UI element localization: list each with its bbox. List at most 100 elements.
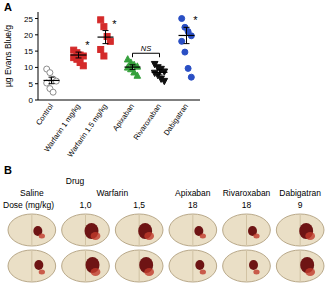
error-cap [184, 27, 190, 28]
error-bar [184, 27, 190, 43]
error-cap [130, 69, 136, 70]
hemorrhage-rim [91, 232, 101, 240]
brain-section [223, 214, 271, 246]
significance-star: * [193, 14, 198, 26]
data-point [179, 16, 185, 22]
hemorrhage [195, 260, 204, 270]
midline [31, 215, 32, 245]
error-bar [130, 65, 136, 70]
y-tick [35, 100, 38, 101]
dose: 18 [188, 200, 198, 210]
data-point [134, 63, 141, 69]
hemorrhage-rim [200, 270, 206, 275]
x-axis [38, 100, 200, 101]
error-cap [49, 77, 55, 78]
section-outline [8, 214, 56, 246]
drug-name: Warfarin [96, 188, 128, 198]
error-cap [184, 43, 190, 44]
data-point [98, 46, 104, 52]
midline [192, 215, 193, 245]
brain-section [276, 214, 324, 246]
error-bar [103, 31, 109, 44]
error-cap [103, 43, 109, 44]
hemorrhage-rim [200, 234, 206, 239]
error-stem [105, 31, 106, 44]
section-outline [115, 250, 163, 282]
section-outline [62, 214, 110, 246]
hemorrhage [34, 260, 43, 270]
section-outline [169, 214, 217, 246]
section-outline [223, 214, 271, 246]
brain-section [169, 214, 217, 246]
drug-name: Rivaroxaban [223, 188, 271, 198]
section-outline [62, 250, 110, 282]
brain-section [62, 250, 110, 282]
error-bar [49, 77, 55, 84]
row-header: Dose (mg/kg) [3, 200, 54, 210]
data-point [50, 89, 56, 95]
data-point [188, 74, 194, 80]
hemorrhage-rim [253, 234, 259, 239]
dose: 1,5 [133, 200, 145, 210]
bracket-label: NS [141, 44, 151, 53]
brain-section [8, 214, 56, 246]
data-point [134, 72, 141, 78]
y-axis-label: µg Evans Blue/g [3, 25, 13, 87]
hemorrhage-rim [305, 232, 315, 240]
error-cap [130, 64, 136, 65]
midline [31, 251, 32, 281]
bracket [133, 53, 160, 57]
y-tick [35, 67, 38, 68]
error-cap [49, 83, 55, 84]
brain-section [276, 250, 324, 282]
section-outline [115, 214, 163, 246]
midline [192, 251, 193, 281]
data-point [47, 70, 53, 76]
x-tick-label: Rivaroxaban [132, 102, 164, 142]
error-cap [76, 57, 82, 58]
brain-section [62, 214, 110, 246]
brain-section [223, 250, 271, 282]
y-tick-label: 20 [24, 31, 33, 40]
dose: 1,0 [80, 200, 92, 210]
hemorrhage-rim [91, 268, 101, 276]
y-tick-label: 5 [29, 80, 34, 89]
drug-name: Saline [20, 188, 44, 198]
x-tick-label: Warfarin 1.5 mg/kg [66, 102, 110, 159]
section-outline [276, 250, 324, 282]
y-axis [38, 12, 39, 100]
x-tick-label: Apixaban [111, 102, 136, 133]
y-tick-label: 0 [29, 96, 34, 105]
section-outline [223, 250, 271, 282]
error-bar [76, 52, 82, 58]
error-bar [157, 70, 163, 75]
hemorrhage-rim [39, 234, 45, 239]
y-tick [35, 18, 38, 19]
hemorrhage-rim [305, 268, 315, 276]
error-stem [132, 65, 133, 70]
data-point [98, 17, 104, 23]
y-tick-label: 25 [24, 15, 33, 24]
significance-star: * [112, 18, 117, 30]
error-cap [157, 69, 163, 70]
figure: A0510152025µg Evans Blue/gControlWarfari… [0, 0, 332, 286]
section-outline [169, 250, 217, 282]
y-tick [35, 83, 38, 84]
dose: 9 [298, 200, 303, 210]
hemorrhage-rim [144, 268, 154, 276]
hemorrhage [249, 260, 258, 270]
error-stem [159, 70, 160, 75]
panel-label: A [4, 1, 12, 13]
data-point [185, 65, 191, 71]
error-cap [76, 52, 82, 53]
y-tick [35, 34, 38, 35]
data-point [182, 49, 188, 55]
data-point [161, 78, 168, 84]
error-stem [186, 27, 187, 43]
error-cap [103, 30, 109, 31]
error-cap [157, 74, 163, 75]
panel-label: B [4, 164, 12, 176]
drug-name: Apixaban [175, 188, 211, 198]
row-header: Drug [66, 176, 85, 186]
dose: 18 [242, 200, 252, 210]
